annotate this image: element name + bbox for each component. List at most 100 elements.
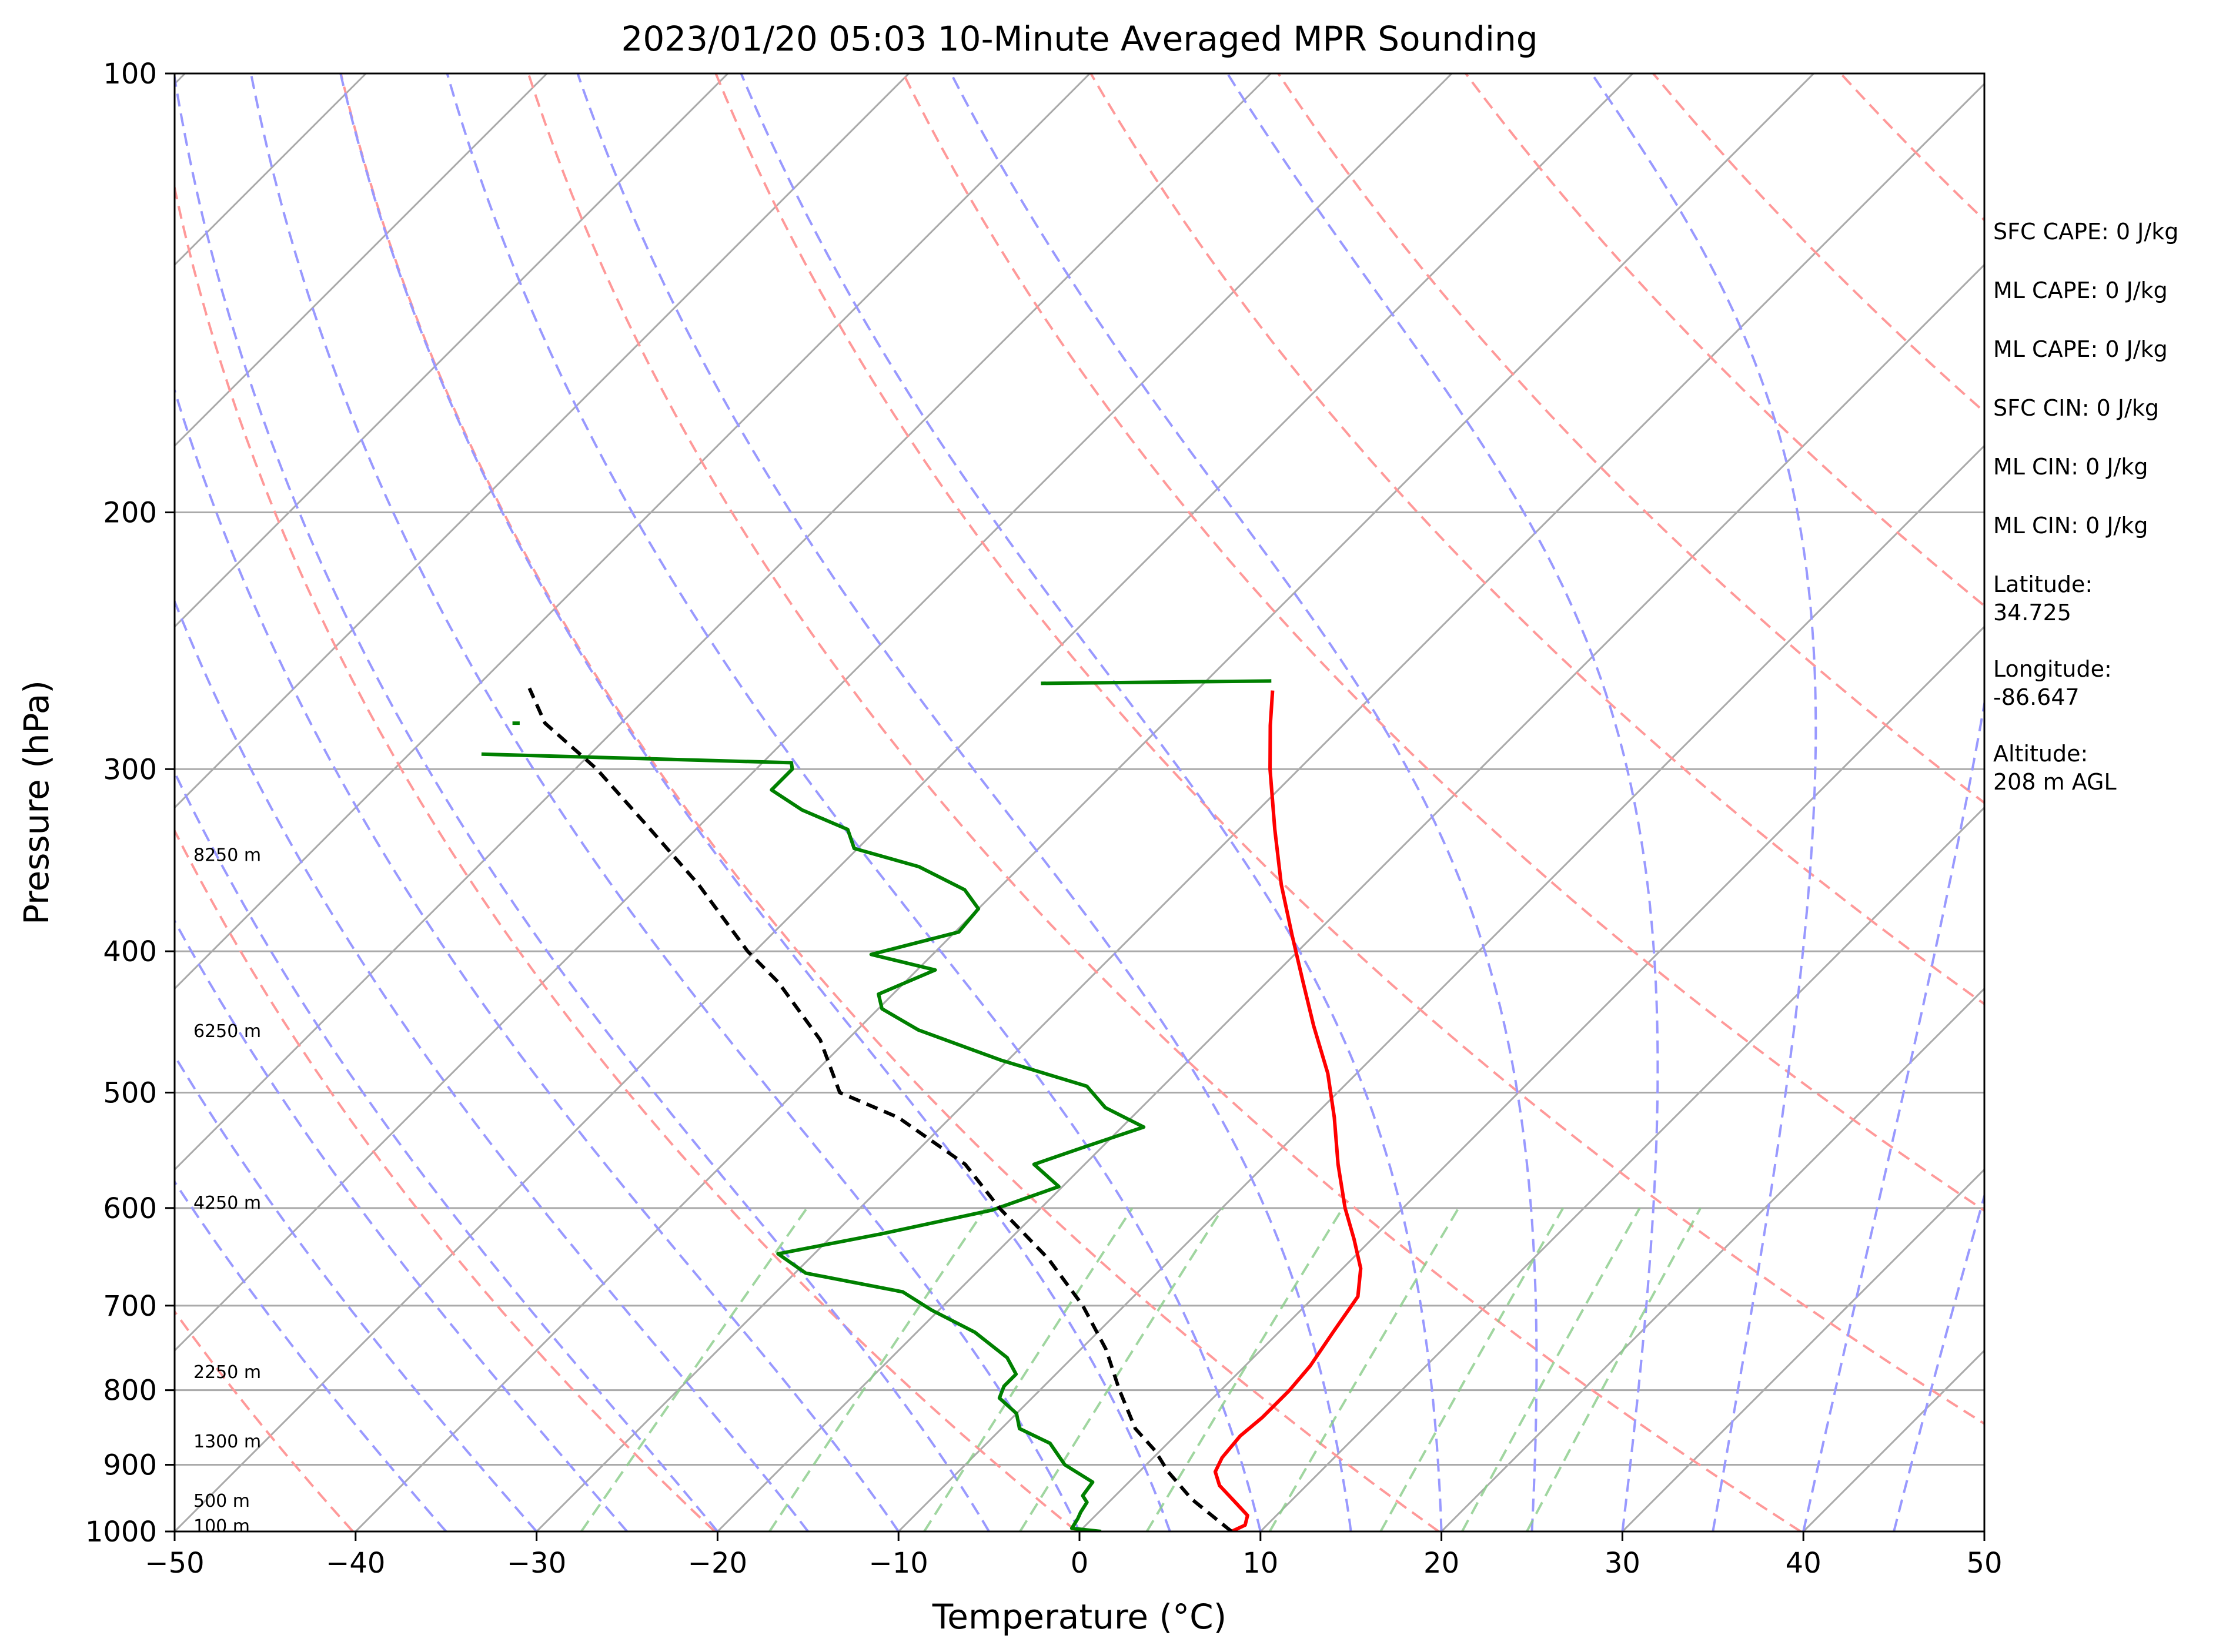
altitude-label: Altitude: [1993,741,2088,767]
ml-cape-text: ML CAPE: 0 J/kg [1993,277,2168,303]
x-tick-label: 10 [1242,1547,1278,1580]
y-tick-label: 400 [103,935,157,968]
dry-adiabat-293 [339,73,1440,1531]
sfc-cin-text: SFC CIN: 0 J/kg [1993,395,2160,421]
moist-adiabat--15 [175,598,809,1531]
mixing-ratio-line-12 [1379,1207,1565,1531]
mixing-ratio-line-2 [923,1207,1134,1531]
dry-adiabat-353 [902,73,1984,1212]
x-axis: −50 −40 −30 −20 −10 0 10 20 30 40 50 [145,1531,2003,1580]
dewpoint-fragment-trace [1041,679,1272,685]
height-label: 500 m [193,1491,250,1511]
latitude-block: Latitude: 34.725 [1993,570,2222,627]
y-tick-label: 200 [103,497,157,530]
longitude-block: Longitude: -86.647 [1993,655,2222,711]
x-tick-label: −30 [507,1547,566,1580]
altitude-block: Altitude: 208 m AGL [1993,740,2222,796]
mixing-ratio-line-20 [1526,1207,1702,1531]
moist-adiabat-15 [576,73,1352,1531]
x-tick-label: 0 [1071,1547,1089,1580]
sounding-traces [481,679,1363,1531]
chart-title: 2023/01/20 05:03 10-Minute Averaged MPR … [621,19,1538,59]
sounding-info-panel: SFC CAPE: 0 J/kg ML CAPE: 0 J/kg ML CAPE… [1993,218,2222,824]
parcel-trace-4 [527,687,1233,1531]
ml-cin-text-2: ML CIN: 0 J/kg [1993,513,2148,539]
isotherm-20 [1440,987,1984,1531]
y-tick-label: 100 [103,58,157,91]
ml-cape-text-2: ML CAPE: 0 J/kg [1993,336,2168,362]
isotherm-10 [1259,806,1984,1531]
plot-area [175,73,1984,1531]
isotherm-0 [1078,625,1984,1531]
isobar-grid [175,73,1984,1531]
y-tick-label: 800 [103,1375,157,1407]
moist-adiabat-30 [1226,73,1659,1531]
moist-adiabat--20 [175,770,718,1531]
x-tick-label: 20 [1423,1547,1459,1580]
y-tick-label: 300 [103,753,157,786]
moist-adiabat-45 [1893,1192,1984,1531]
temperature-trace [1213,690,1363,1531]
y-tick-label: 600 [103,1192,157,1225]
mixing-ratio-lines [580,1207,1702,1531]
dry-adiabat-313 [527,73,1801,1531]
isotherm--110 [175,73,548,447]
latitude-value: 34.725 [1993,600,2071,626]
y-axis-title: Pressure (hPa) [16,680,56,925]
altitude-value: 208 m AGL [1993,769,2117,795]
isotherm--20 [717,263,1984,1531]
isotherm--10 [898,444,1984,1531]
moist-adiabat-20 [740,73,1443,1531]
height-label: 4250 m [193,1193,261,1213]
x-tick-label: −10 [869,1547,928,1580]
dry-adiabat-273 [175,182,1078,1531]
x-tick-label: 50 [1966,1547,2002,1580]
x-tick-label: −40 [326,1547,385,1580]
moist-adiabat-25 [950,73,1538,1531]
moist-adiabat-5 [339,73,1171,1531]
mixing-ratio-line-16 [1461,1207,1641,1531]
y-tick-label: 1000 [85,1516,157,1549]
height-label: 100 m [193,1516,250,1537]
isotherm--70 [175,73,1272,1171]
ml-cin-text: ML CIN: 0 J/kg [1993,454,2148,480]
height-label: 1300 m [193,1432,261,1452]
mixing-ratio-line-5 [1145,1207,1344,1531]
longitude-value: -86.647 [1993,684,2080,710]
y-axis: 100 200 300 400 500 600 700 800 900 1000 [85,58,175,1549]
height-label: 8250 m [193,845,261,866]
moist-adiabat--5 [175,73,990,1531]
isotherm--40 [355,73,1814,1531]
moist-adiabat-35 [1590,73,1817,1531]
height-label: 6250 m [193,1021,261,1042]
isotherm-30 [1622,1168,1984,1531]
isotherm-grid [175,73,1984,1531]
mixing-ratio-line-8 [1268,1207,1460,1531]
isotherm--50 [175,73,1634,1531]
latitude-label: Latitude: [1993,571,2093,597]
x-tick-label: 30 [1605,1547,1640,1580]
y-tick-label: 900 [103,1449,157,1482]
moist-adiabat--10 [175,386,900,1531]
isotherm--80 [175,73,1091,990]
dry-adiabat-413 [1465,73,1984,608]
x-tick-label: −20 [688,1547,747,1580]
mixing-ratio-line-1 [768,1207,987,1531]
isotherm--100 [175,73,729,628]
x-tick-label: 40 [1786,1547,1821,1580]
mixing-ratio-line-0.4 [580,1207,808,1531]
isotherm--60 [175,73,1453,1352]
mixing-ratio-line-3 [1019,1207,1224,1531]
height-labels: 100 m 500 m 1300 m 2250 m 4250 m 6250 m 8250 m [193,845,261,1537]
y-tick-label: 500 [103,1076,157,1109]
moist-adiabat-10 [446,73,1262,1531]
sfc-cape-text: SFC CAPE: 0 J/kg [1993,219,2179,245]
height-label: 2250 m [193,1362,261,1383]
moist-adiabat-0 [249,73,1081,1531]
moist-adiabats [175,73,1984,1531]
moist-adiabat-40 [1802,697,1984,1531]
y-tick-label: 700 [103,1290,157,1323]
isotherm--90 [175,73,910,809]
isotherm--30 [536,82,1984,1531]
